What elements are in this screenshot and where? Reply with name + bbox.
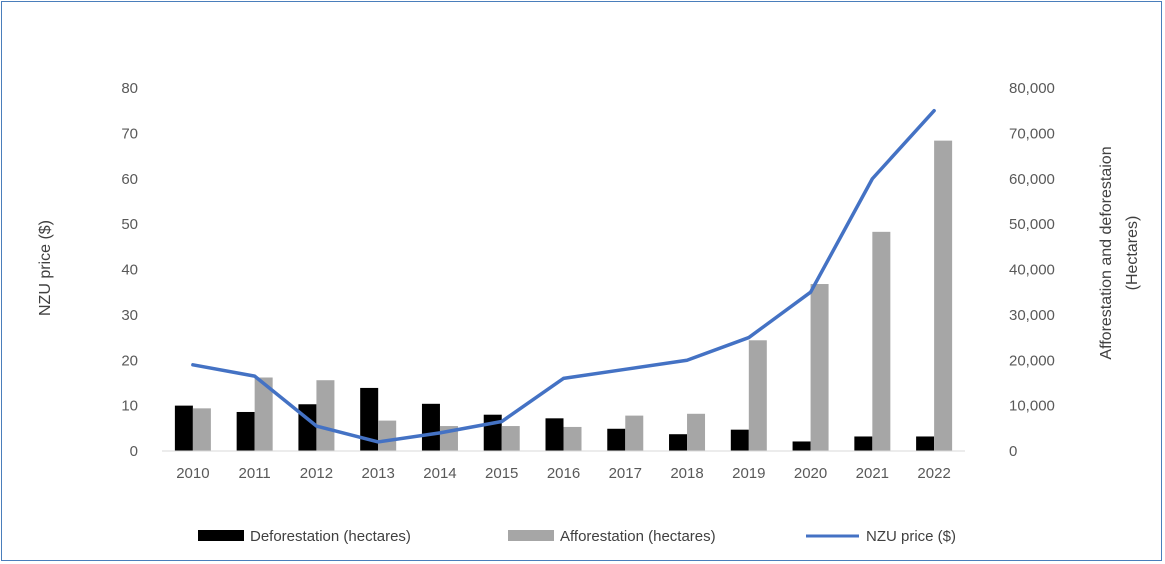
right-axis-title-line2: (Hectares): [1124, 216, 1141, 291]
nzu-price-line-group: [191, 108, 936, 444]
bar-afforestation: [501, 426, 520, 451]
x-axis-tick-label: 2022: [917, 465, 950, 482]
bar-deforestation: [916, 436, 935, 451]
bar-deforestation: [483, 414, 502, 451]
bars-group: [174, 140, 953, 451]
left-axis-tick-label: 30: [121, 307, 138, 324]
right-axis-title-line1: Afforestation and deforestaion: [1098, 146, 1115, 359]
legend-label-afforestation: Afforestation (hectares): [560, 528, 716, 545]
bar-deforestation: [792, 441, 811, 451]
x-axis-tick-label: 2021: [856, 465, 889, 482]
left-axis-tick-label: 20: [121, 352, 138, 369]
bar-deforestation: [174, 405, 193, 451]
x-axis-tick-label: 2019: [732, 465, 765, 482]
x-axis-tick-label: 2014: [423, 465, 456, 482]
legend-swatch-deforestation: [198, 530, 244, 541]
bar-deforestation: [854, 436, 873, 451]
right-axis-tick-label: 40,000: [1009, 262, 1055, 279]
legend-label-nzu-price: NZU price ($): [866, 528, 956, 545]
left-axis-tick-label: 40: [121, 262, 138, 279]
left-axis-tick-label: 50: [121, 216, 138, 233]
right-axis-tick-label: 0: [1009, 443, 1017, 460]
bar-deforestation: [360, 387, 379, 451]
bar-afforestation: [254, 377, 273, 451]
x-axis-tick-label: 2013: [362, 465, 395, 482]
right-axis-tick-label: 30,000: [1009, 307, 1055, 324]
bar-deforestation: [236, 411, 255, 451]
right-axis-tick-label: 20,000: [1009, 352, 1055, 369]
right-axis-tick-label: 50,000: [1009, 216, 1055, 233]
bar-deforestation: [730, 429, 749, 451]
bar-afforestation: [563, 426, 582, 451]
left-axis-title: NZU price ($): [37, 220, 54, 316]
bar-deforestation: [545, 418, 564, 451]
left-axis-tick-label: 0: [130, 443, 138, 460]
right-axis-tick-label: 10,000: [1009, 398, 1055, 415]
bar-afforestation: [934, 140, 953, 451]
legend-label-deforestation: Deforestation (hectares): [250, 528, 411, 545]
left-axis-tick-label: 70: [121, 125, 138, 142]
legend-swatch-afforestation: [508, 530, 554, 541]
left-axis-tick-label: 60: [121, 171, 138, 188]
x-axis-tick-label: 2011: [239, 465, 271, 482]
bar-afforestation: [625, 415, 644, 451]
x-axis-tick-label: 2016: [547, 465, 580, 482]
bar-afforestation: [687, 413, 706, 451]
x-axis-tick-label: 2017: [609, 465, 642, 482]
bar-deforestation: [298, 404, 317, 451]
left-axis-tick-label: 10: [121, 398, 138, 415]
bar-afforestation: [748, 340, 767, 451]
bar-deforestation: [421, 403, 440, 451]
nzu-price-line: [191, 108, 936, 444]
right-axis-tick-label: 70,000: [1009, 125, 1055, 142]
bar-deforestation: [669, 434, 688, 451]
bar-afforestation: [378, 420, 397, 451]
bar-afforestation: [316, 380, 335, 451]
bar-deforestation: [607, 428, 626, 451]
right-axis-tick-label: 80,000: [1009, 80, 1055, 97]
bar-afforestation: [810, 284, 829, 451]
x-axis-ticks: 2010 2011 2012 2013 2014 2015 2016 2017 2018 2019…: [176, 465, 951, 482]
left-axis-ticks: 0 10 20 30 40 50 60 70 80: [121, 80, 138, 460]
legend: Deforestation (hectares) Afforestation (…: [198, 528, 956, 545]
bar-afforestation: [192, 408, 211, 451]
x-axis-tick-label: 2018: [670, 465, 703, 482]
right-axis-ticks: 0 10,000 20,000 30,000 40,000 50,000 60,000 70,…: [1009, 80, 1055, 460]
x-axis-tick-label: 2012: [300, 465, 333, 482]
left-axis-tick-label: 80: [121, 80, 138, 97]
x-axis-tick-label: 2015: [485, 465, 518, 482]
x-axis-tick-label: 2010: [176, 465, 209, 482]
right-axis-tick-label: 60,000: [1009, 171, 1055, 188]
bar-afforestation: [872, 231, 891, 451]
x-axis-tick-label: 2020: [794, 465, 827, 482]
